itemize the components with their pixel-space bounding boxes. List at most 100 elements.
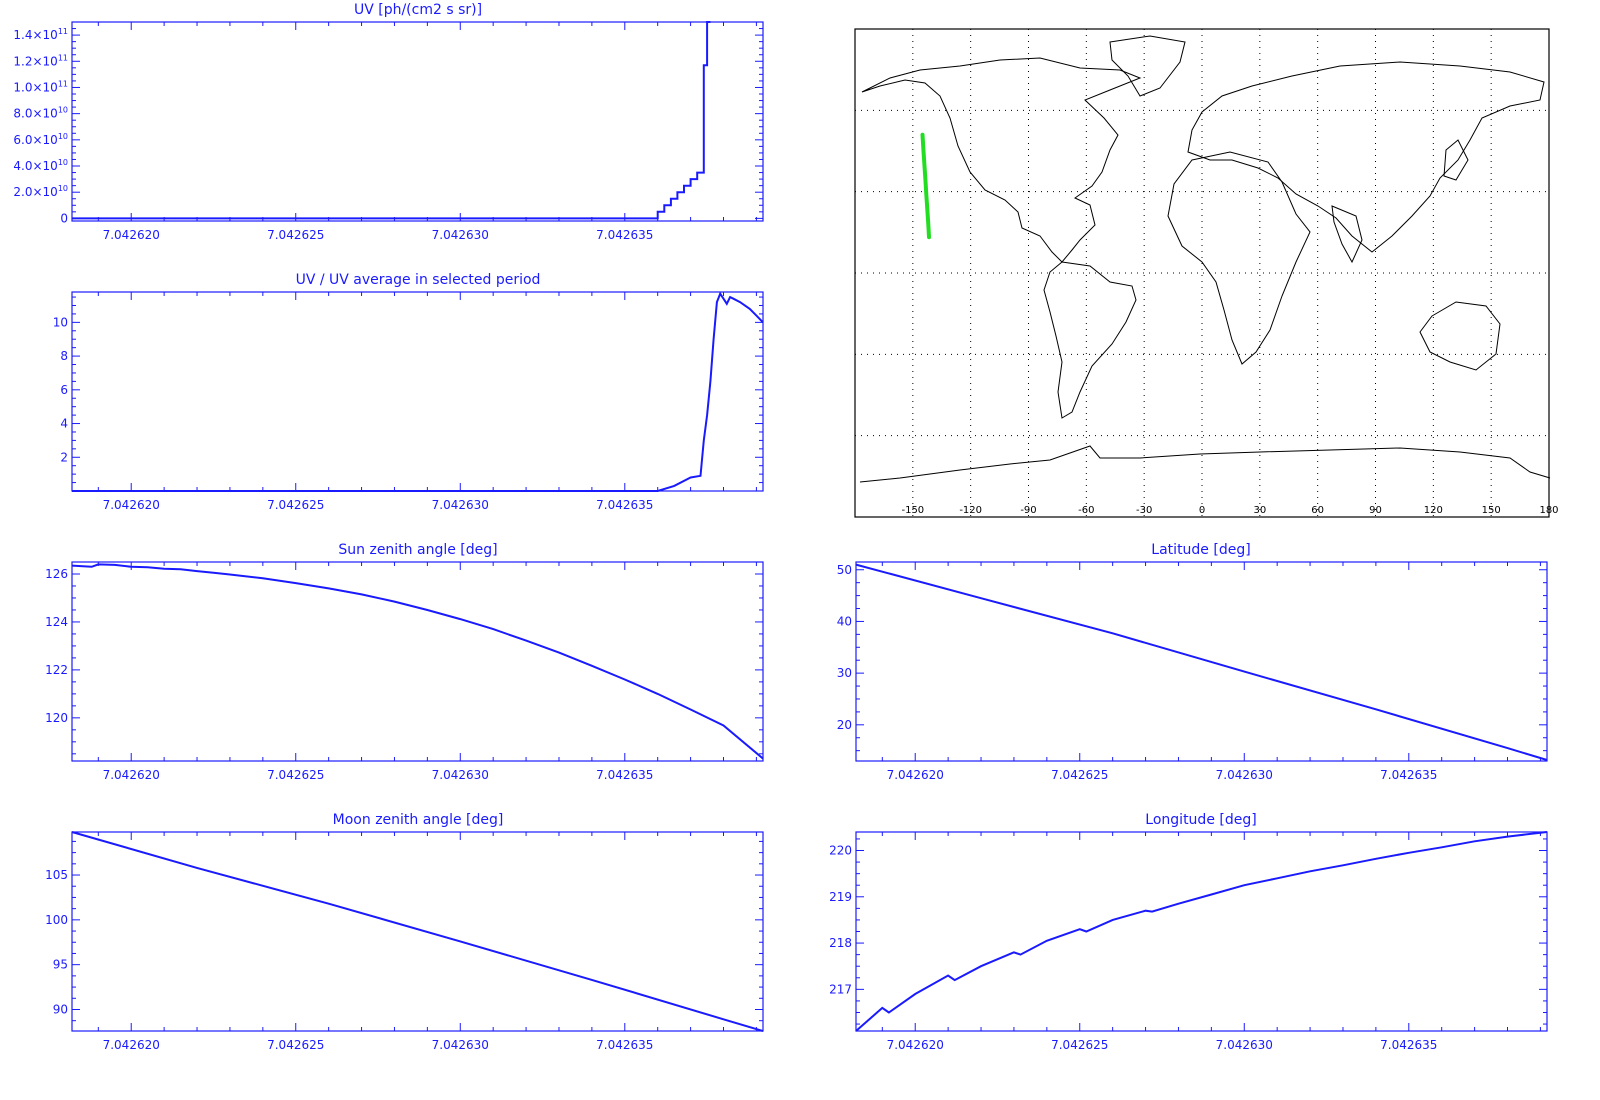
series-line bbox=[855, 831, 1548, 1032]
x-tick-label: 7.042635 bbox=[596, 228, 653, 242]
chart-sun-zenith: Sun zenith angle [deg] 7.042620 7.042625 7… bbox=[0, 540, 780, 800]
map-lon-label: 120 bbox=[1424, 505, 1443, 516]
y-tick-label: 124 bbox=[45, 615, 68, 629]
x-tick-label: 7.042625 bbox=[267, 1038, 324, 1052]
y-tick-label: 126 bbox=[45, 567, 68, 581]
chart-title: Moon zenith angle [deg] bbox=[332, 812, 504, 828]
x-tick-label: 7.042620 bbox=[887, 1038, 944, 1052]
y-tick-label: 122 bbox=[45, 663, 68, 677]
x-tick-label: 7.042620 bbox=[103, 1038, 160, 1052]
coast-australia bbox=[1419, 301, 1501, 371]
map-lon-label: -150 bbox=[901, 505, 924, 516]
coast-greenland bbox=[1109, 35, 1186, 97]
coastlines bbox=[859, 35, 1551, 483]
x-tick-label: 7.042635 bbox=[1380, 768, 1437, 782]
y-tick-label: 40 bbox=[837, 614, 852, 628]
y-tick-label: 2.0×1010 bbox=[13, 184, 68, 199]
chart-title: Latitude [deg] bbox=[1151, 542, 1251, 558]
x-tick-label: 7.042630 bbox=[432, 228, 489, 242]
y-tick-label: 1.2×1011 bbox=[13, 53, 68, 68]
x-tick-label: 7.042625 bbox=[267, 768, 324, 782]
chart-uv-ratio: UV / UV average in selected period 7.042… bbox=[0, 270, 780, 530]
chart-title: UV / UV average in selected period bbox=[295, 272, 541, 288]
plot-frame bbox=[71, 561, 764, 762]
y-tick-label: 4 bbox=[60, 417, 68, 431]
coast-india bbox=[1331, 205, 1363, 264]
y-tick-label: 219 bbox=[829, 890, 852, 904]
map-lon-label: -30 bbox=[1136, 505, 1152, 516]
x-tick-label: 7.042620 bbox=[887, 768, 944, 782]
plot-frame bbox=[71, 21, 764, 222]
chart-uv: UV [ph/(cm2 s sr)] 7.042620 7.042625 7.042… bbox=[0, 0, 780, 260]
x-tick-label: 7.042630 bbox=[432, 498, 489, 512]
chart-title: UV [ph/(cm2 s sr)] bbox=[353, 2, 483, 18]
world-map-svg: -150 -120 -90 -60 -30 0 30 60 90 120 150 180 bbox=[854, 28, 1559, 518]
y-tick-label: 6.0×1010 bbox=[13, 132, 68, 147]
y-tick-label: 8.0×1010 bbox=[13, 106, 68, 121]
y-tick-label: 120 bbox=[45, 711, 68, 725]
coast-eurasia bbox=[1187, 61, 1545, 253]
x-tick-label: 7.042635 bbox=[596, 768, 653, 782]
y-tick-label: 10 bbox=[53, 315, 68, 329]
map-lon-label: -60 bbox=[1078, 505, 1094, 516]
series-line bbox=[855, 563, 1548, 761]
y-tick-label: 220 bbox=[829, 844, 852, 858]
chart-moon-zenith-svg: 7.042620 7.042625 7.042630 7.042635 90 95 100 1… bbox=[45, 831, 764, 1052]
coast-north-america bbox=[861, 57, 1142, 263]
y-tick-label: 8 bbox=[60, 349, 68, 363]
plot-frame bbox=[855, 831, 1548, 1032]
map-lon-label: -120 bbox=[959, 505, 982, 516]
map-lon-label: 90 bbox=[1369, 505, 1382, 516]
x-tick-label: 7.042630 bbox=[1216, 768, 1273, 782]
x-tick-label: 7.042620 bbox=[103, 498, 160, 512]
x-tick-label: 7.042635 bbox=[596, 1038, 653, 1052]
y-tick-label: 6 bbox=[60, 383, 68, 397]
map-lon-label: 60 bbox=[1311, 505, 1324, 516]
coast-japan bbox=[1443, 139, 1469, 181]
world-map: -150 -120 -90 -60 -30 0 30 60 90 120 150 180 bbox=[0, 0, 1600, 540]
x-tick-label: 7.042630 bbox=[1216, 1038, 1273, 1052]
chart-latitude-svg: 7.042620 7.042625 7.042630 7.042635 20 30 40 50 bbox=[837, 561, 1548, 782]
y-tick-label: 0 bbox=[60, 211, 68, 225]
x-tick-label: 7.042620 bbox=[103, 228, 160, 242]
series-line bbox=[71, 831, 764, 1032]
series-line bbox=[72, 291, 764, 492]
chart-uv-ratio-svg: 7.042620 7.042625 7.042630 7.042635 2 4 6 8 10 bbox=[53, 291, 764, 512]
y-tick-label: 218 bbox=[829, 936, 852, 950]
chart-title: Longitude [deg] bbox=[1145, 812, 1257, 828]
y-tick-label: 50 bbox=[837, 563, 852, 577]
x-tick-label: 7.042625 bbox=[1051, 1038, 1108, 1052]
x-tick-label: 7.042635 bbox=[1380, 1038, 1437, 1052]
y-tick-label: 1.4×1011 bbox=[13, 27, 68, 42]
chart-uv-svg: 7.042620 7.042625 7.042630 7.042635 0 2.0×101… bbox=[13, 21, 764, 242]
map-lon-label: 0 bbox=[1199, 505, 1205, 516]
y-tick-label: 30 bbox=[837, 666, 852, 680]
chart-longitude: Longitude [deg] 7.042620 7.042625 7.042630… bbox=[784, 810, 1584, 1070]
coast-antarctica bbox=[859, 445, 1551, 483]
chart-moon-zenith: Moon zenith angle [deg] 7.042620 7.042625… bbox=[0, 810, 780, 1070]
chart-latitude: Latitude [deg] 7.042620 7.042625 7.042630 7… bbox=[784, 540, 1584, 800]
map-lon-label: 30 bbox=[1253, 505, 1266, 516]
x-tick-label: 7.042630 bbox=[432, 1038, 489, 1052]
x-tick-label: 7.042620 bbox=[103, 768, 160, 782]
x-tick-label: 7.042625 bbox=[267, 498, 324, 512]
chart-sun-zenith-svg: 7.042620 7.042625 7.042630 7.042635 120 122 12… bbox=[45, 561, 764, 782]
chart-longitude-svg: 7.042620 7.042625 7.042630 7.042635 217 218 21… bbox=[829, 831, 1548, 1052]
x-tick-label: 7.042625 bbox=[1051, 768, 1108, 782]
coast-africa bbox=[1167, 151, 1311, 365]
map-lon-label: 180 bbox=[1539, 505, 1558, 516]
y-tick-label: 20 bbox=[837, 718, 852, 732]
satellite-track bbox=[920, 132, 931, 240]
series-line bbox=[72, 21, 711, 220]
map-lon-label: -90 bbox=[1020, 505, 1036, 516]
chart-title: Sun zenith angle [deg] bbox=[338, 542, 498, 558]
y-tick-label: 1.0×1011 bbox=[13, 79, 68, 94]
x-tick-label: 7.042635 bbox=[596, 498, 653, 512]
plot-frame bbox=[855, 561, 1548, 762]
y-tick-label: 4.0×1010 bbox=[13, 158, 68, 173]
coast-south-america bbox=[1043, 261, 1137, 419]
map-lon-label: 150 bbox=[1482, 505, 1501, 516]
x-tick-label: 7.042630 bbox=[432, 768, 489, 782]
y-tick-label: 105 bbox=[45, 868, 68, 882]
y-tick-label: 217 bbox=[829, 982, 852, 996]
